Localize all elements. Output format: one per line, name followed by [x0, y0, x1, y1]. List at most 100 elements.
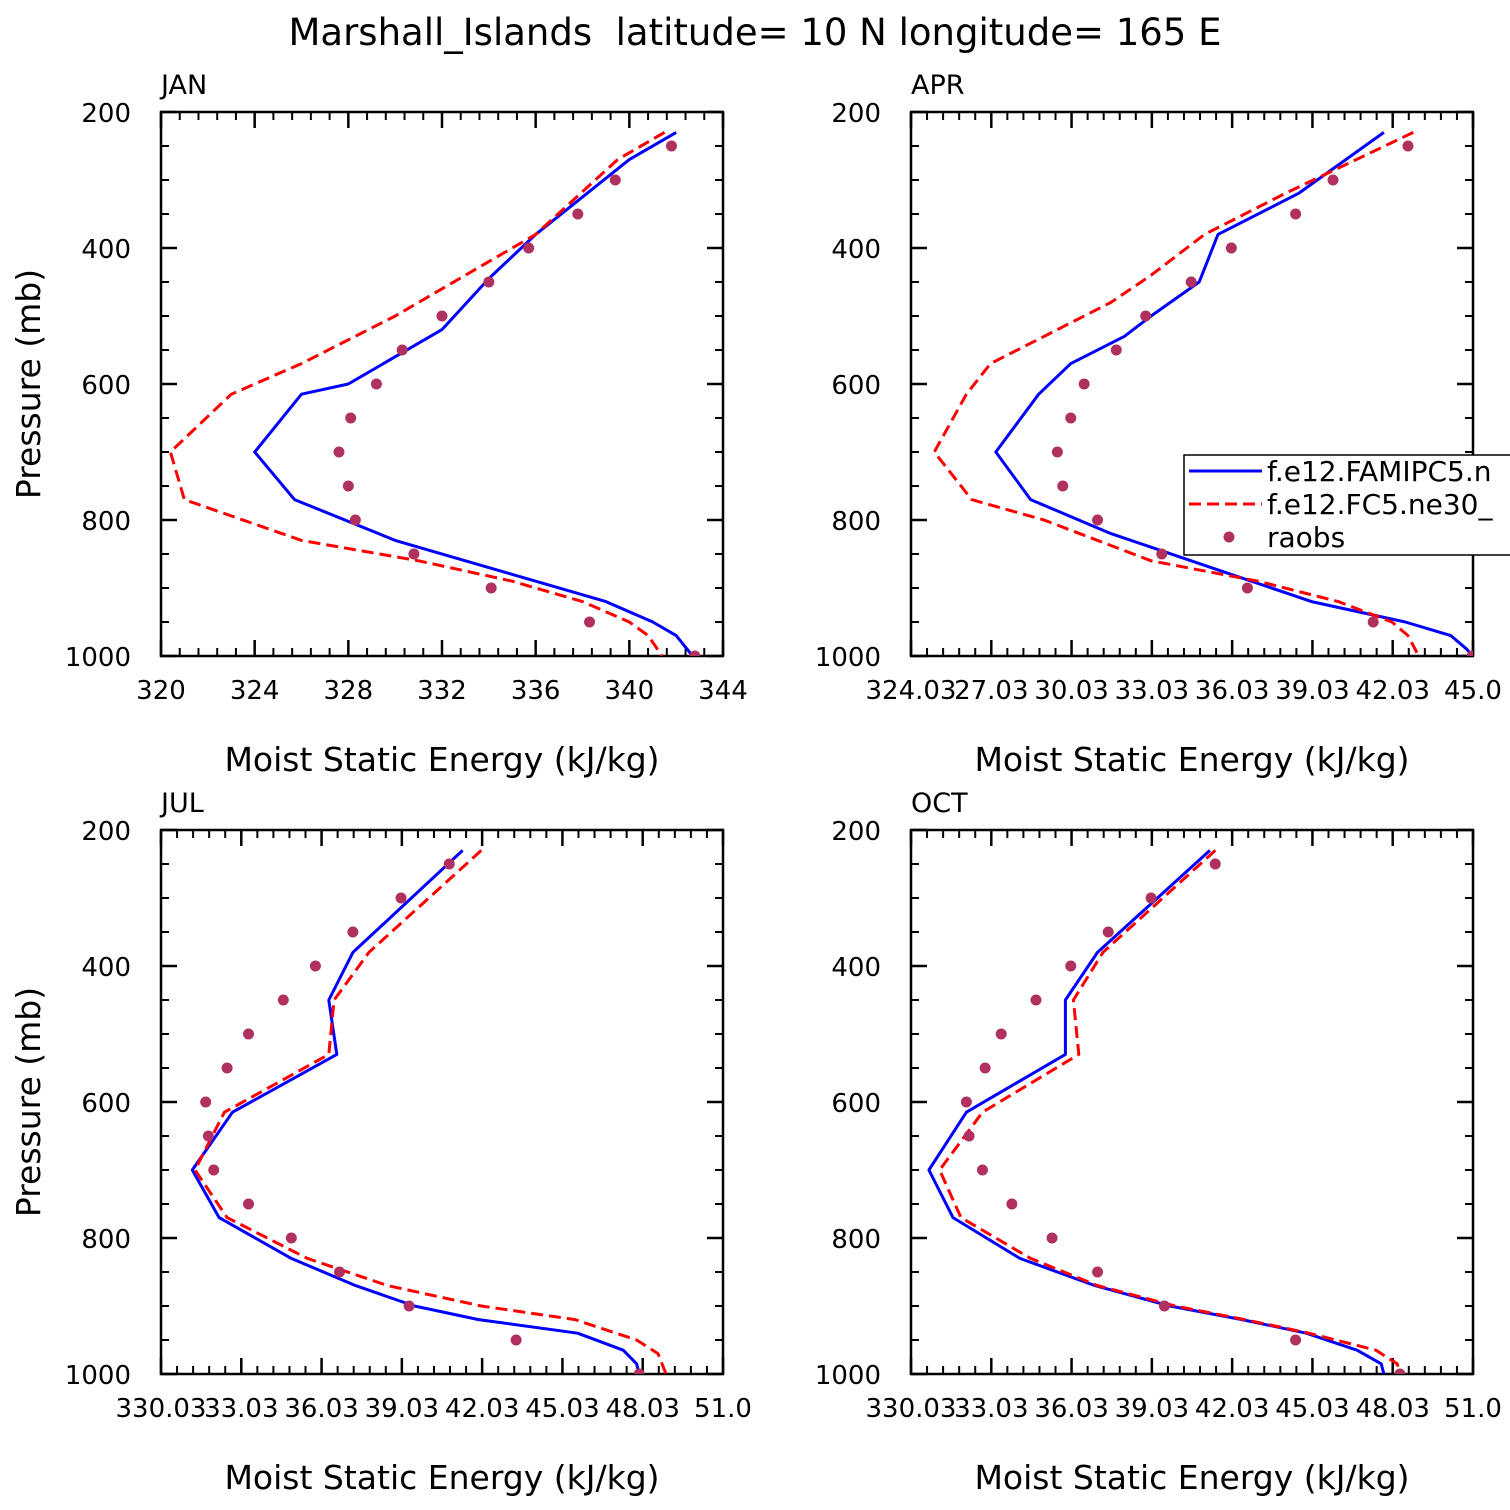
panel-title: OCT [911, 788, 968, 819]
plot-frame [159, 110, 725, 658]
raobs-point [995, 1028, 1007, 1040]
raobs-point [285, 1232, 297, 1244]
raobs-point [349, 514, 361, 526]
legend-label: f.e12.FAMIPC5.n [1267, 455, 1491, 488]
plot-frame [909, 828, 1475, 1376]
y-tick-label: 1000 [815, 1361, 881, 1391]
raobs-point [1466, 650, 1473, 656]
raobs-point [1140, 310, 1152, 322]
x-tick-label: 340 [605, 676, 655, 706]
x-tick-label: 33.03 [204, 1394, 278, 1424]
raobs-point [309, 960, 321, 972]
raobs-point [485, 582, 497, 594]
raobs-point [208, 1164, 220, 1176]
raobs-point [277, 994, 289, 1006]
raobs-point [510, 1334, 522, 1346]
raobs-point [1145, 892, 1157, 904]
y-tick-label: 200 [831, 99, 881, 129]
raobs-point [1367, 616, 1379, 628]
raobs-point [572, 208, 584, 220]
y-tick-label: 600 [81, 371, 131, 401]
famipc5-series-line [253, 131, 694, 656]
famipc5-series-line [994, 131, 1473, 656]
raobs-point [1051, 446, 1063, 458]
y-tick-label: 600 [81, 1089, 131, 1119]
y-tick-label: 1000 [65, 643, 131, 673]
raobs-point [408, 548, 420, 560]
x-tick-label: 42.03 [1195, 1394, 1269, 1424]
raobs-point [1110, 344, 1122, 356]
x-tick-label: 45.03 [1275, 1394, 1349, 1424]
raobs-point [1078, 378, 1090, 390]
series-group [190, 849, 668, 1374]
y-tick-label: 800 [81, 507, 131, 537]
panel-title: JAN [159, 70, 207, 101]
raobs-point [1225, 242, 1237, 254]
raobs-point [584, 616, 596, 628]
x-tick-label: 344 [698, 676, 748, 706]
y-tick-label: 200 [81, 99, 131, 129]
x-tick-label: 324.03 [866, 676, 957, 706]
x-axis-label: Moist Static Energy (kJ/kg) [974, 1458, 1409, 1497]
x-tick-label: 328 [324, 676, 374, 706]
y-tick-label: 400 [831, 953, 881, 983]
raobs-point [345, 412, 357, 424]
y-tick-label: 1000 [815, 643, 881, 673]
x-tick-label: 320 [136, 676, 186, 706]
y-tick-label: 600 [831, 1089, 881, 1119]
x-tick-label: 42.03 [445, 1394, 519, 1424]
x-tick-label: 33.03 [1115, 676, 1189, 706]
raobs-point [347, 926, 359, 938]
figure-title: Marshall_Islands latitude= 10 N longitud… [288, 11, 1221, 54]
x-tick-label: 36.03 [1195, 676, 1269, 706]
raobs-point [1006, 1198, 1018, 1210]
raobs-point [976, 1164, 988, 1176]
raobs-point [1030, 994, 1042, 1006]
x-tick-label: 42.03 [1355, 676, 1429, 706]
x-tick-label: 45.03 [525, 1394, 599, 1424]
raobs-point [1065, 960, 1077, 972]
x-tick-label: 39.03 [365, 1394, 439, 1424]
raobs-point [396, 344, 408, 356]
plot-frame [909, 110, 1475, 658]
y-tick-label: 400 [81, 235, 131, 265]
raobs-point [689, 650, 701, 656]
famipc5-series-line [927, 849, 1386, 1374]
raobs-point [202, 1130, 214, 1142]
y-tick-label: 400 [81, 953, 131, 983]
raobs-point [1185, 276, 1197, 288]
raobs-point [633, 1368, 645, 1374]
panel-title: JUL [159, 788, 204, 819]
raobs-point [403, 1300, 415, 1312]
x-tick-label: 324 [230, 676, 280, 706]
panels: JAN 320 324 328 332 336 340 344 200 400 600 800 1000… [9, 70, 1510, 1497]
raobs-point [1290, 1334, 1302, 1346]
x-tick-label: 27.03 [954, 676, 1028, 706]
raobs-point [1057, 480, 1069, 492]
x-tick-label: 48.03 [1355, 1394, 1429, 1424]
raobs-point [1092, 1266, 1104, 1278]
raobs-point [443, 858, 455, 870]
x-tick-label: 30.03 [1034, 676, 1108, 706]
x-tick-label: 45.0 [1444, 676, 1502, 706]
raobs-point [342, 480, 354, 492]
raobs-point [334, 1266, 346, 1278]
raobs-point [1156, 548, 1168, 560]
raobs-point [483, 276, 495, 288]
series-group [932, 131, 1473, 656]
series-group [168, 131, 701, 656]
raobs-point [1158, 1300, 1170, 1312]
x-tick-label: 39.03 [1275, 676, 1349, 706]
raobs-point [1065, 412, 1077, 424]
fc5-series-line [932, 131, 1421, 656]
raobs-point [243, 1198, 255, 1210]
x-tick-label: 36.03 [284, 1394, 358, 1424]
raobs-point [963, 1130, 975, 1142]
x-tick-label: 48.03 [605, 1394, 679, 1424]
x-axis-label: Moist Static Energy (kJ/kg) [224, 1458, 659, 1497]
raobs-point [243, 1028, 255, 1040]
y-axis-label: Pressure (mb) [9, 987, 48, 1217]
